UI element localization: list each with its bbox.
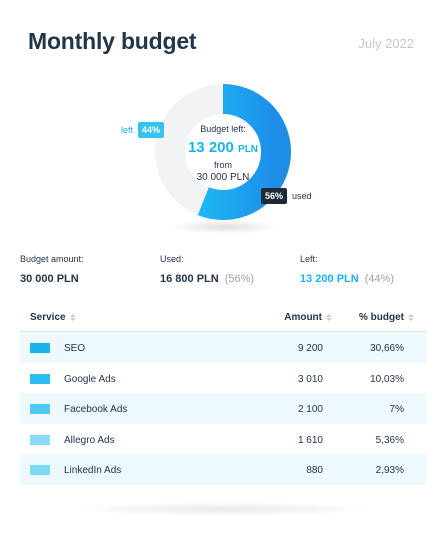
date-label: July 2022 (358, 36, 414, 51)
left-pct-badge: 44% (138, 122, 165, 138)
service-name: Facebook Ads (64, 404, 128, 415)
donut-center: Budget left: 13 200 PLN from 30 000 PLN (155, 84, 291, 220)
total-amount: 30 000 PLN (196, 171, 250, 183)
amount-column-header[interactable]: Amount (284, 312, 332, 323)
stat-label: Budget amount: (20, 254, 84, 264)
service-amount: 3 010 (297, 373, 323, 385)
used-tag: 56% used (261, 188, 312, 204)
table-row: SEO 9 200 30,66% (20, 332, 426, 363)
budget-left-amount: 13 200 PLN (188, 139, 258, 156)
table-shadow (70, 502, 376, 516)
stat-label: Used: (160, 254, 184, 264)
budget-summary: Budget amount: 30 000 PLN Used: 16 800 P… (20, 254, 426, 290)
service-pct: 7% (389, 404, 404, 415)
service-name: SEO (64, 343, 86, 354)
services-table: Service Amount % budget SEO 9 200 30,66%… (20, 302, 426, 485)
left-tag: left 44% (121, 122, 165, 138)
service-pct: 10,03% (370, 373, 404, 385)
stat-value: 30 000 PLN (20, 273, 79, 285)
sort-icon[interactable] (408, 314, 414, 321)
budget-left-currency: PLN (238, 143, 259, 155)
table-header: Service Amount % budget (20, 302, 426, 332)
left-value: 13 200 PLN (300, 273, 359, 285)
budget-left-label: Budget left: (200, 123, 246, 134)
budget-donut-chart: Budget left: 13 200 PLN from 30 000 PLN (155, 84, 291, 220)
service-amount: 9 200 (297, 343, 323, 354)
sort-icon[interactable] (69, 314, 76, 321)
from-label: from (214, 159, 232, 170)
left-tag-label: left (121, 125, 134, 135)
sort-icon[interactable] (326, 314, 332, 321)
budget-column-header[interactable]: % budget (359, 312, 414, 323)
table-row: Google Ads 3 010 10,03% (20, 363, 426, 394)
stat-budget-amount: Budget amount: 30 000 PLN (20, 254, 84, 285)
used-value: 16 800 PLN (160, 273, 219, 285)
stat-value: 16 800 PLN (56%) (160, 273, 254, 285)
service-pct: 5,36% (375, 434, 404, 446)
service-column-header[interactable]: Service (30, 312, 76, 323)
budget-left-value: 13 200 (187, 138, 234, 156)
amount-header-label: Amount (284, 312, 322, 323)
service-name: LinkedIn Ads (64, 465, 122, 476)
table-row: Allegro Ads 1 610 5,36% (20, 424, 426, 455)
stat-left: Left: 13 200 PLN (44%) (300, 254, 394, 285)
color-swatch (30, 343, 50, 353)
service-amount: 880 (306, 465, 323, 476)
table-row: LinkedIn Ads 880 2,93% (20, 454, 426, 485)
donut-shadow (170, 220, 280, 234)
page-title: Monthly budget (28, 28, 197, 54)
left-pct: (44%) (364, 273, 395, 285)
page-header: Monthly budget July 2022 (28, 28, 418, 62)
budget-header-label: % budget (359, 312, 404, 323)
donut-used-arc (155, 84, 291, 220)
color-swatch (30, 465, 50, 475)
color-swatch (30, 434, 50, 445)
used-pct: (56%) (224, 273, 255, 285)
table-row: Facebook Ads 2 100 7% (20, 393, 426, 424)
service-name: Allegro Ads (64, 434, 115, 446)
service-pct: 2,93% (375, 465, 404, 476)
donut-svg (155, 84, 291, 220)
used-tag-label: used (292, 191, 312, 201)
stat-used: Used: 16 800 PLN (56%) (160, 254, 254, 285)
service-name: Google Ads (64, 373, 116, 385)
service-amount: 2 100 (297, 404, 323, 415)
service-amount: 1 610 (297, 434, 323, 446)
stat-value: 13 200 PLN (44%) (300, 273, 394, 285)
used-pct-badge: 56% (261, 188, 288, 204)
color-swatch (30, 373, 50, 384)
stat-label: Left: (300, 254, 318, 264)
service-pct: 30,66% (370, 343, 404, 354)
color-swatch (30, 404, 50, 414)
service-header-label: Service (30, 312, 66, 323)
